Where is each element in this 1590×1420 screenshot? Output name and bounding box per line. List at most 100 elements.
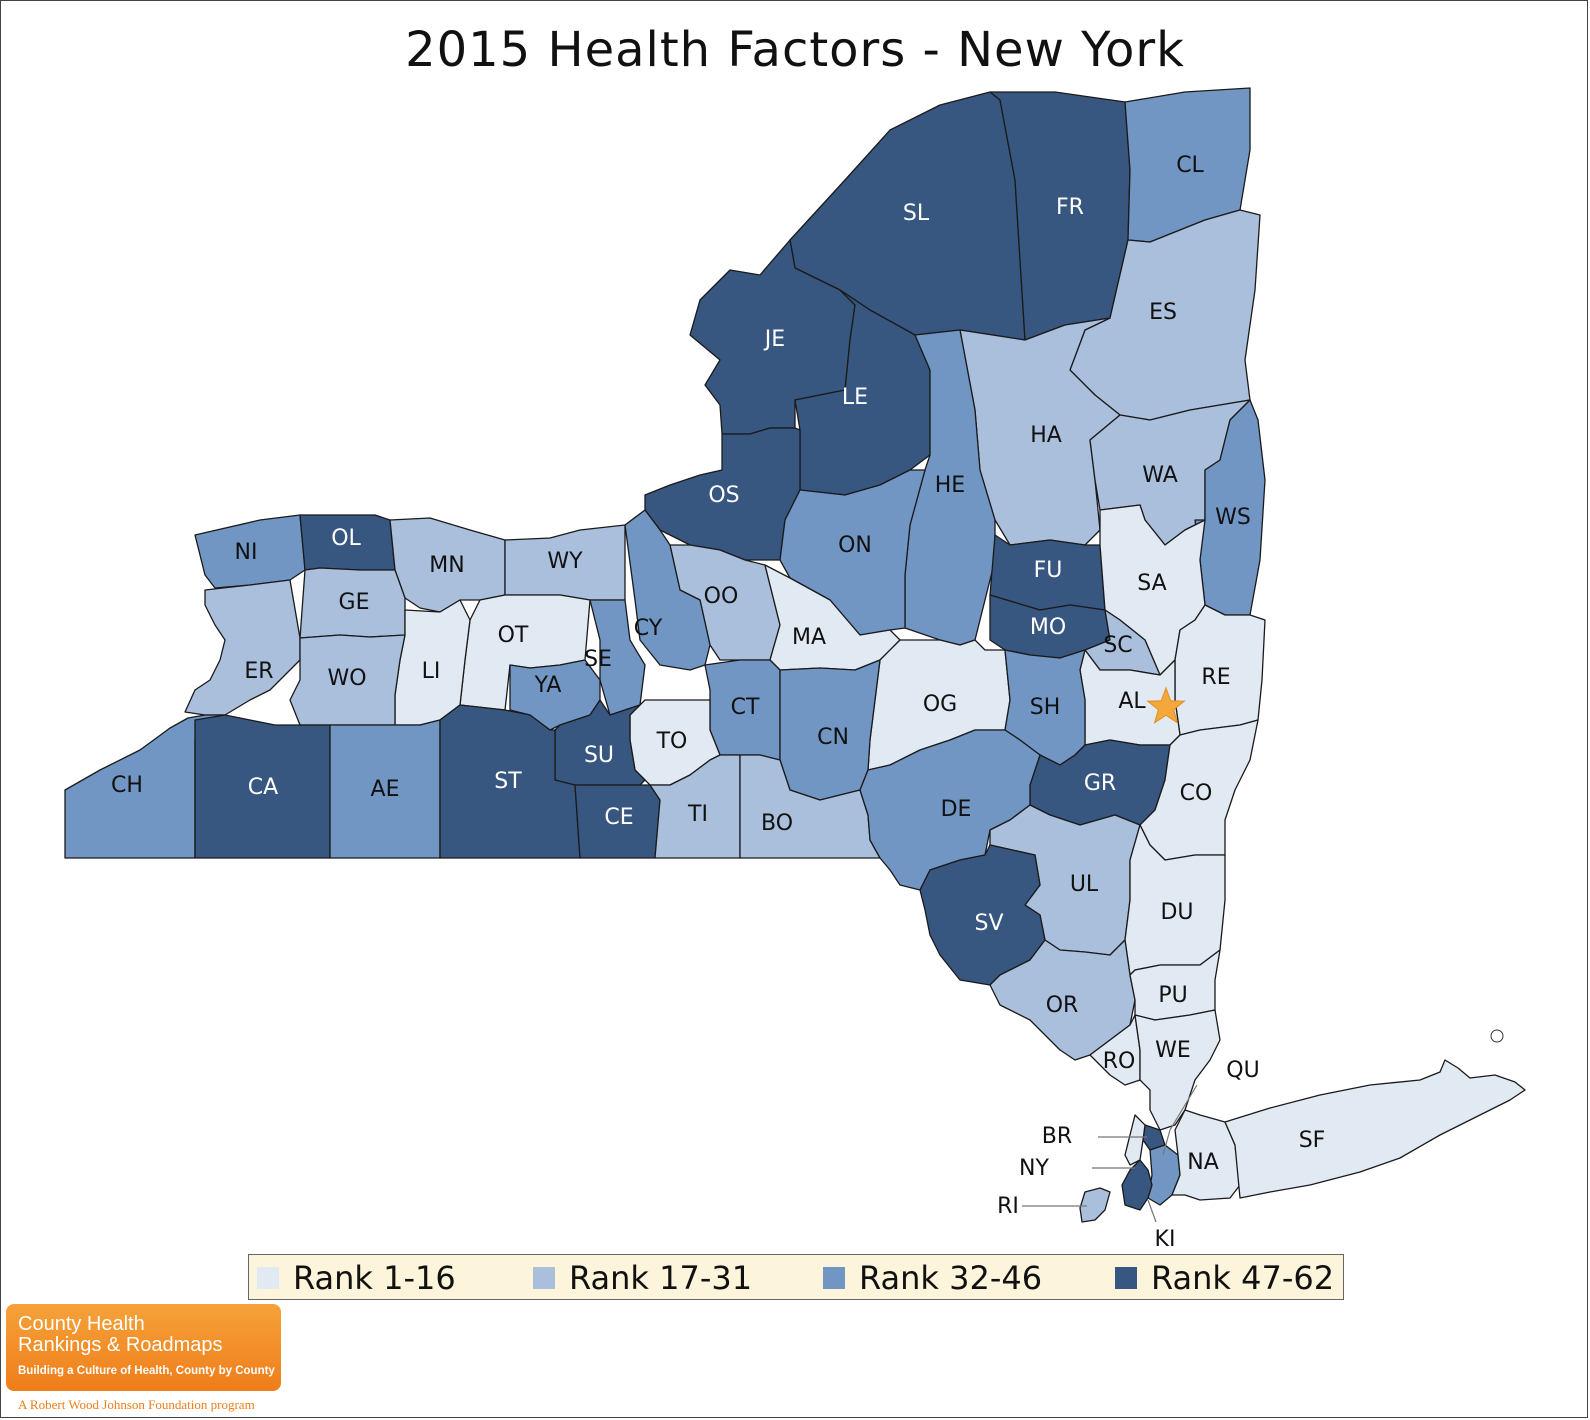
- county-label-ge: GE: [339, 590, 370, 615]
- logo-tagline: Building a Culture of Health, County by …: [18, 1365, 275, 1377]
- legend-item-rank-1-16: Rank 1-16: [257, 1255, 456, 1301]
- county-label-wa: WA: [1142, 463, 1178, 488]
- legend-swatch: [823, 1267, 845, 1289]
- capital-star-icon: [1146, 686, 1186, 724]
- county-label-he: HE: [935, 473, 965, 498]
- logo-line-1: County Health: [18, 1313, 145, 1335]
- county-label-we: WE: [1155, 1038, 1191, 1063]
- legend-swatch: [533, 1267, 555, 1289]
- county-label-fu: FU: [1034, 558, 1063, 583]
- county-ki[interactable]: [1121, 1159, 1153, 1211]
- callout-line-qu: [1162, 1084, 1198, 1156]
- county-label-mn: MN: [429, 553, 464, 578]
- county-label-le: LE: [842, 385, 868, 410]
- county-ny[interactable]: [1124, 1114, 1146, 1166]
- county-label-ol: OL: [331, 526, 361, 551]
- county-co[interactable]: [1139, 719, 1259, 861]
- legend-label: Rank 32-46: [859, 1259, 1043, 1297]
- legend-item-rank-47-62: Rank 47-62: [1115, 1255, 1334, 1301]
- county-label-ct: CT: [731, 695, 760, 720]
- logo-line-2: Rankings & Roadmaps: [18, 1334, 223, 1356]
- county-label-se: SE: [584, 647, 612, 672]
- county-label-ha: HA: [1030, 423, 1062, 448]
- county-label-gr: GR: [1084, 771, 1116, 796]
- county-label-qu: QU: [1226, 1058, 1259, 1083]
- county-label-ya: YA: [534, 673, 562, 698]
- county-label-ni: NI: [235, 540, 258, 565]
- county-na[interactable]: [1171, 1109, 1241, 1201]
- county-label-cl: CL: [1176, 153, 1204, 178]
- county-label-fr: FR: [1056, 195, 1084, 220]
- county-label-co: CO: [1180, 781, 1213, 806]
- county-label-al: AL: [1118, 689, 1146, 714]
- county-cy[interactable]: [624, 509, 711, 671]
- county-label-er: ER: [244, 659, 273, 684]
- foundation-credit: A Robert Wood Johnson Foundation program: [18, 1397, 255, 1412]
- chr-logo[interactable]: County Health Rankings & Roadmaps Buildi…: [6, 1304, 281, 1391]
- county-label-de: DE: [941, 797, 972, 822]
- lake-island: [1490, 1029, 1504, 1043]
- county-ae[interactable]: [329, 719, 441, 859]
- county-on[interactable]: [779, 469, 926, 636]
- county-label-ce: CE: [604, 805, 633, 830]
- county-label-cy: CY: [634, 616, 663, 641]
- logo-title: County Health Rankings & Roadmaps: [18, 1314, 223, 1356]
- county-label-du: DU: [1160, 900, 1193, 925]
- county-label-mo: MO: [1030, 615, 1066, 640]
- county-label-sh: SH: [1030, 695, 1061, 720]
- county-label-ro: RO: [1103, 1049, 1136, 1074]
- county-label-sf: SF: [1299, 1128, 1326, 1153]
- county-label-ws: WS: [1215, 505, 1251, 530]
- callout-lines: [1022, 1084, 1198, 1223]
- county-label-su: SU: [584, 743, 614, 768]
- legend-label: Rank 1-16: [293, 1259, 456, 1297]
- county-label-cn: CN: [817, 725, 849, 750]
- legend-swatch: [1115, 1267, 1137, 1289]
- county-label-je: JE: [763, 327, 785, 352]
- county-label-na: NA: [1187, 1150, 1219, 1175]
- county-st[interactable]: [439, 704, 581, 859]
- county-label-ny: NY: [1019, 1156, 1049, 1181]
- county-label-li: LI: [422, 659, 441, 684]
- county-label-sl: SL: [903, 201, 930, 226]
- county-label-wy: WY: [547, 549, 583, 574]
- county-pu[interactable]: [1129, 949, 1221, 1021]
- county-label-bo: BO: [761, 811, 793, 836]
- county-ch[interactable]: [64, 714, 226, 859]
- county-label-re: RE: [1201, 665, 1230, 690]
- legend-label: Rank 17-31: [569, 1259, 753, 1297]
- county-sf[interactable]: [1224, 1059, 1526, 1199]
- county-we[interactable]: [1134, 1009, 1221, 1131]
- county-label-or: OR: [1046, 993, 1079, 1018]
- map-title: 2015 Health Factors - New York: [405, 22, 1185, 78]
- county-os[interactable]: [644, 427, 801, 561]
- legend-label: Rank 47-62: [1151, 1259, 1335, 1297]
- county-label-ma: MA: [792, 625, 826, 650]
- legend: Rank 1-16 Rank 17-31 Rank 32-46 Rank 47-…: [248, 1254, 1344, 1300]
- county-label-ki: KI: [1155, 1227, 1176, 1252]
- county-label-br: BR: [1042, 1124, 1072, 1149]
- legend-item-rank-17-31: Rank 17-31: [533, 1255, 752, 1301]
- county-sv[interactable]: [919, 844, 1046, 986]
- county-er[interactable]: [184, 579, 301, 716]
- county-label-oo: OO: [704, 584, 739, 609]
- county-label-sv: SV: [974, 911, 1003, 936]
- county-label-st: ST: [494, 769, 522, 794]
- county-label-on: ON: [838, 533, 872, 558]
- county-ca[interactable]: [194, 714, 331, 859]
- county-label-ri: RI: [997, 1194, 1019, 1219]
- county-qu[interactable]: [1147, 1144, 1181, 1206]
- county-label-es: ES: [1149, 300, 1177, 325]
- county-label-ch: CH: [111, 773, 143, 798]
- county-label-to: TO: [656, 729, 688, 754]
- legend-item-rank-32-46: Rank 32-46: [823, 1255, 1042, 1301]
- county-label-wo: WO: [327, 666, 366, 691]
- county-label-ca: CA: [248, 775, 278, 800]
- county-ri[interactable]: [1079, 1187, 1111, 1223]
- county-label-sa: SA: [1137, 571, 1166, 596]
- county-label-pu: PU: [1158, 983, 1187, 1008]
- county-label-ti: TI: [687, 802, 708, 827]
- legend-swatch: [257, 1267, 279, 1289]
